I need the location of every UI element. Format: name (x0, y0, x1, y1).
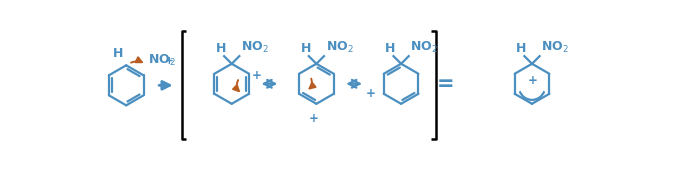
Text: H: H (113, 47, 124, 60)
Text: +: + (366, 87, 376, 100)
Text: H: H (300, 42, 311, 55)
Text: +: + (309, 111, 319, 125)
Text: NO$_2$: NO$_2$ (326, 40, 354, 55)
Text: H: H (516, 42, 526, 55)
Text: NO$_2$: NO$_2$ (410, 40, 438, 55)
Text: NO$_2$: NO$_2$ (541, 40, 569, 55)
Text: +: + (164, 56, 174, 66)
Text: H: H (385, 42, 396, 55)
Text: NO$_2$: NO$_2$ (241, 40, 269, 55)
Text: NO$_2$: NO$_2$ (148, 53, 176, 68)
Text: =: = (437, 74, 454, 94)
Text: +: + (528, 74, 538, 87)
Text: +: + (252, 69, 262, 82)
Text: H: H (216, 42, 226, 55)
